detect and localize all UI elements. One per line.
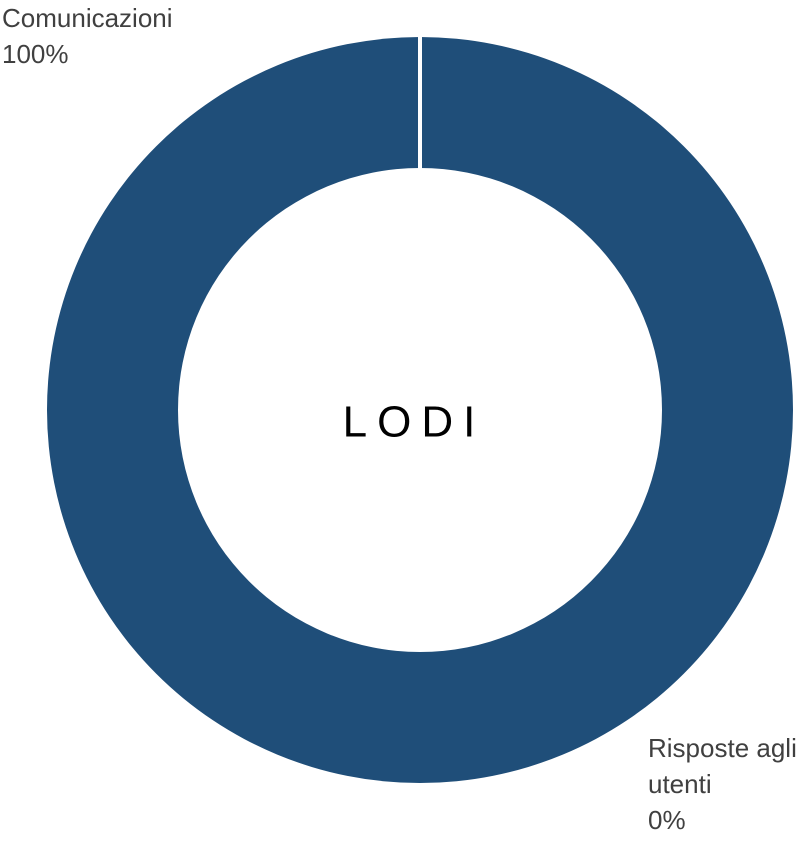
chart-title: LODI: [343, 398, 486, 447]
category-label: Risposte agli utenti: [648, 733, 797, 799]
donut-slice: [47, 37, 793, 783]
value-label: 100%: [2, 39, 69, 69]
data-label: Comunicazioni 100%: [2, 0, 262, 72]
value-label: 0%: [648, 805, 686, 835]
data-label: Risposte agli utenti 0%: [648, 730, 806, 838]
category-label: Comunicazioni: [2, 3, 173, 33]
